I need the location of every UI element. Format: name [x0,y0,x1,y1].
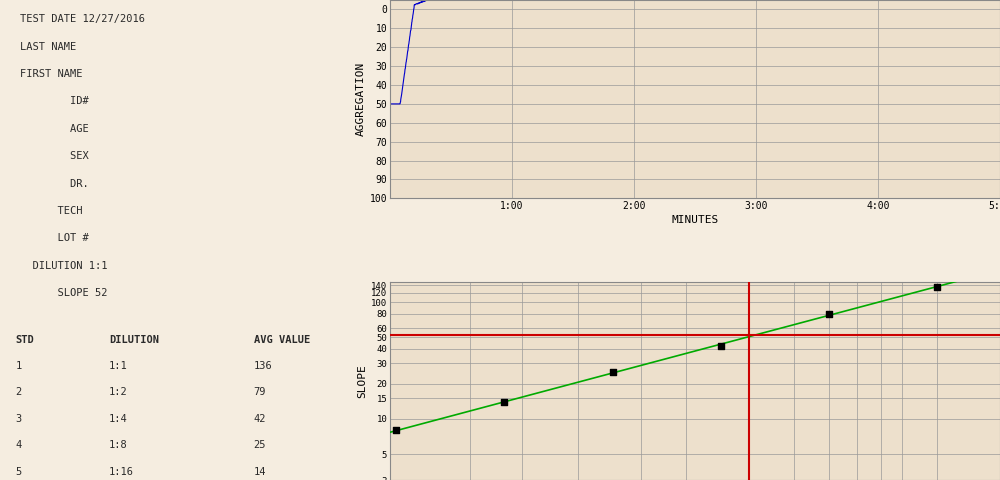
Text: AVG VALUE: AVG VALUE [254,335,310,345]
Y-axis label: AGGREGATION: AGGREGATION [355,62,365,136]
Text: STD: STD [16,335,34,345]
Text: 3: 3 [16,414,22,424]
Text: 136: 136 [254,361,272,371]
Point [496,398,512,406]
Text: SEX: SEX [20,151,88,161]
Text: 1:2: 1:2 [109,387,128,397]
Text: 1: 1 [16,361,22,371]
Text: LOT #: LOT # [20,233,88,243]
Point [605,369,621,376]
Text: DILUTION 1:1: DILUTION 1:1 [20,261,107,271]
Point [929,283,945,290]
Text: 79: 79 [254,387,266,397]
Text: FIRST NAME: FIRST NAME [20,69,82,79]
Text: 25: 25 [254,440,266,450]
Text: AGE: AGE [20,124,88,134]
Text: 2: 2 [16,387,22,397]
Text: DILUTION: DILUTION [109,335,159,345]
Text: 42: 42 [254,414,266,424]
Text: 1:8: 1:8 [109,440,128,450]
Point [713,342,729,350]
Text: 1:16: 1:16 [109,467,134,477]
Text: 1:4: 1:4 [109,414,128,424]
Y-axis label: SLOPE: SLOPE [357,364,367,398]
Text: 1:1: 1:1 [109,361,128,371]
Text: TEST DATE 12/27/2016: TEST DATE 12/27/2016 [20,14,144,24]
Text: LAST NAME: LAST NAME [20,42,76,52]
Text: TECH: TECH [20,206,82,216]
Text: SLOPE 52: SLOPE 52 [20,288,107,298]
Text: 4: 4 [16,440,22,450]
Text: 5: 5 [16,467,22,477]
X-axis label: MINUTES: MINUTES [671,216,719,225]
Text: 14: 14 [254,467,266,477]
Point [821,311,837,318]
Text: DR.: DR. [20,179,88,189]
Text: ID#: ID# [20,96,88,107]
Point [388,426,404,434]
